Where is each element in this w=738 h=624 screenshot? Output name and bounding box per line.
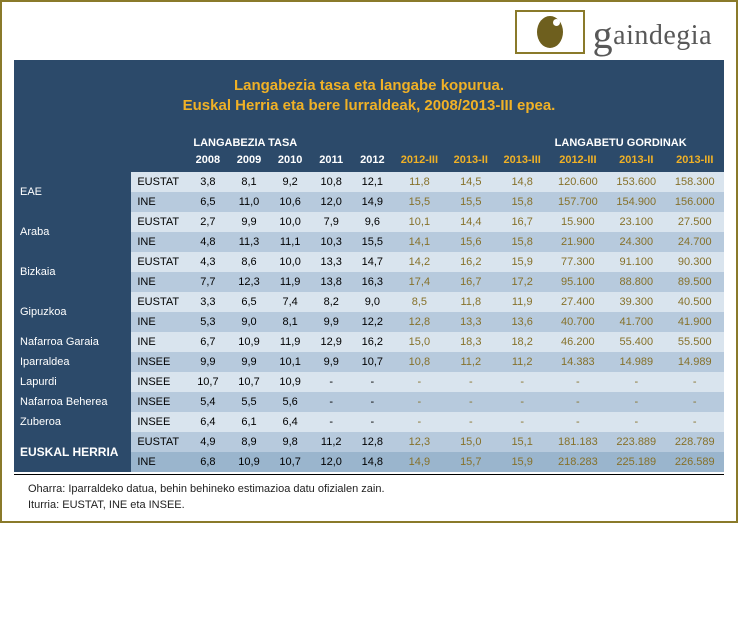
g-2012-iii: 2012-III — [549, 152, 607, 172]
logo-dot-icon — [537, 16, 563, 48]
year-header-row: 2008 2009 2010 2011 2012 2012-III 2013-I… — [14, 152, 724, 172]
yr-2013-iii: 2013-III — [496, 152, 549, 172]
logo-icon — [515, 10, 585, 54]
region-iparraldea: Iparraldea — [14, 352, 131, 372]
yr-2013-ii: 2013-II — [446, 152, 496, 172]
yr-2012-iii: 2012-III — [393, 152, 446, 172]
table-row: Araba EUSTAT 2,79,910,07,99,6 10,114,416… — [14, 212, 724, 232]
yr-blank-1 — [14, 152, 131, 172]
table-row: Gipuzkoa EUSTAT 3,36,57,48,29,0 8,511,81… — [14, 292, 724, 312]
g-2013-ii: 2013-II — [607, 152, 665, 172]
yr-2009: 2009 — [228, 152, 269, 172]
table-row: Iparraldea INSEE 9,99,910,19,910,7 10,81… — [14, 352, 724, 372]
yr-2010: 2010 — [270, 152, 311, 172]
src-cell: INE — [131, 192, 187, 212]
region-eae: EAE — [14, 172, 131, 212]
table-row: Lapurdi INSEE 10,710,710,9-- --- --- — [14, 372, 724, 392]
table-row: Zuberoa INSEE 6,46,16,4-- --- --- — [14, 412, 724, 432]
brand-rest: aindegia — [613, 20, 712, 51]
title-line-1: Langabezia tasa eta langabe kopurua. — [26, 76, 712, 96]
table-row: EAE EUSTAT 3,88,19,210,812,1 11,814,514,… — [14, 172, 724, 192]
region-araba: Araba — [14, 212, 131, 252]
table-body: EAE EUSTAT 3,88,19,210,812,1 11,814,514,… — [14, 172, 724, 472]
region-bizkaia: Bizkaia — [14, 252, 131, 292]
yr-2012: 2012 — [352, 152, 393, 172]
note-2: Iturria: EUSTAT, INE eta INSEE. — [28, 497, 710, 513]
brand-text: gaindegia — [593, 20, 712, 52]
region-nbeherea: Nafarroa Beherea — [14, 392, 131, 412]
table-row: Nafarroa Beherea INSEE 5,45,55,6-- --- -… — [14, 392, 724, 412]
region-eh: EUSKAL HERRIA — [14, 432, 131, 472]
notes: Oharra: Iparraldeko datua, behin behinek… — [14, 474, 724, 521]
document-frame: gaindegia Langabezia tasa eta langabe ko… — [0, 0, 738, 523]
region-zuberoa: Zuberoa — [14, 412, 131, 432]
yr-blank-2 — [131, 152, 187, 172]
region-lapurdi: Lapurdi — [14, 372, 131, 392]
table-row: Nafarroa Garaia INE 6,710,911,912,916,2 … — [14, 332, 724, 352]
g-2013-iii: 2013-III — [666, 152, 725, 172]
header-gordinak: LANGABETU GORDINAK — [549, 131, 724, 152]
logo-row: gaindegia — [2, 2, 736, 60]
yr-2011: 2011 — [311, 152, 352, 172]
title-block: Langabezia tasa eta langabe kopurua. Eus… — [14, 60, 724, 131]
src-cell: EUSTAT — [131, 172, 187, 192]
data-table: LANGABEZIA TASA LANGABETU GORDINAK 2008 … — [14, 131, 724, 472]
title-line-2: Euskal Herria eta bere lurraldeak, 2008/… — [26, 96, 712, 116]
header-blank — [14, 131, 187, 152]
table-row-total: EUSKAL HERRIA EUSTAT 4,98,99,811,212,8 1… — [14, 432, 724, 452]
table-row: Bizkaia EUSTAT 4,38,610,013,314,7 14,216… — [14, 252, 724, 272]
region-gipuzkoa: Gipuzkoa — [14, 292, 131, 332]
region-nafarroa: Nafarroa Garaia — [14, 332, 131, 352]
header-tasa: LANGABEZIA TASA — [187, 131, 548, 152]
brand-g: g — [593, 12, 614, 57]
group-header-row: LANGABEZIA TASA LANGABETU GORDINAK — [14, 131, 724, 152]
note-1: Oharra: Iparraldeko datua, behin behinek… — [28, 481, 710, 497]
yr-2008: 2008 — [187, 152, 228, 172]
